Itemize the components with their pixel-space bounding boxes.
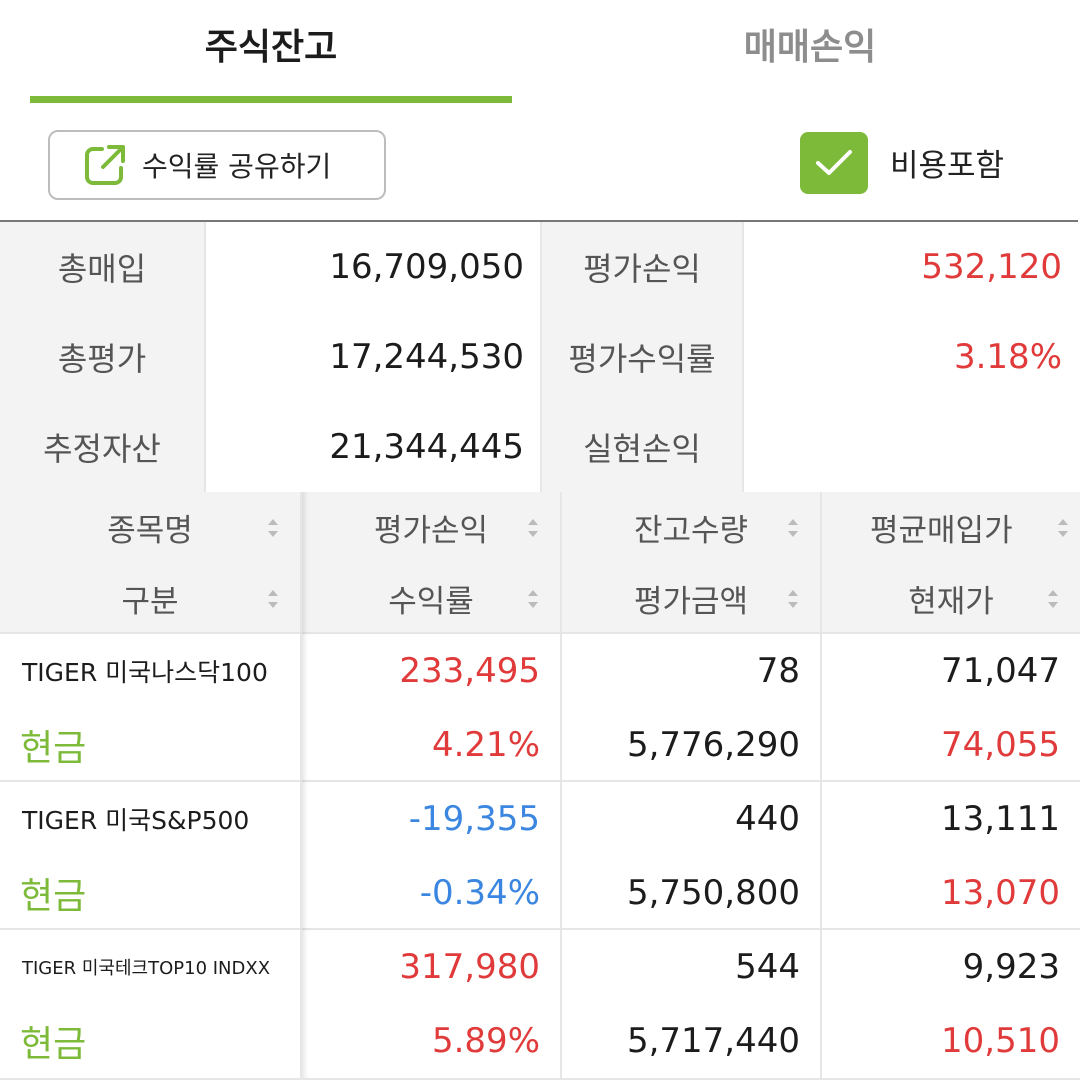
return-rate: 4.21% xyxy=(431,725,540,765)
eval-return-label: 평가수익률 xyxy=(540,312,742,402)
header-col-qty: 잔고수량 평가금액 xyxy=(560,492,820,634)
stock-name: TIGER 미국S&P500 xyxy=(22,806,250,835)
total-purchase-label: 총매입 xyxy=(0,222,204,312)
header-label: 잔고수량 xyxy=(633,513,749,549)
eval-amount: 5,750,800 xyxy=(626,873,800,913)
header-col-name: 종목명 구분 xyxy=(0,492,300,634)
realized-pl-value xyxy=(742,402,1078,492)
holding-row[interactable]: TIGER 미국테크TOP10 INDXX 현금 317,980 5.89% 5… xyxy=(0,930,1080,1080)
total-purchase-value: 16,709,050 xyxy=(204,222,540,312)
header-label: 평가손익 xyxy=(373,513,489,549)
sort-header-stock-name[interactable]: 종목명 xyxy=(0,492,300,563)
balance-qty: 440 xyxy=(735,799,800,839)
holding-type: 현금 xyxy=(20,728,87,769)
sort-icon xyxy=(268,589,278,608)
holding-type: 현금 xyxy=(20,1024,87,1065)
header-label: 수익률 xyxy=(388,584,474,620)
current-price: 10,510 xyxy=(941,1021,1060,1061)
sort-header-eval-amount[interactable]: 평가금액 xyxy=(562,563,820,634)
check-icon xyxy=(816,150,852,175)
eval-pl: 317,980 xyxy=(399,947,540,987)
include-fees-label[interactable]: 비용포함 xyxy=(890,148,1005,184)
share-button-label: 수익률 공유하기 xyxy=(142,150,332,183)
sort-icon xyxy=(788,518,798,537)
current-price: 13,070 xyxy=(941,873,1060,913)
share-return-button[interactable]: 수익률 공유하기 xyxy=(48,130,386,200)
balance-qty: 544 xyxy=(735,947,800,987)
sort-icon xyxy=(268,518,278,537)
sort-header-qty[interactable]: 잔고수량 xyxy=(562,492,820,563)
header-label: 현재가 xyxy=(908,584,994,620)
external-link-icon xyxy=(85,145,125,185)
tab-bar: 주식잔고 매매손익 xyxy=(0,0,1080,104)
eval-pl-label: 평가손익 xyxy=(540,222,742,312)
stock-name: TIGER 미국나스닥100 xyxy=(22,658,268,687)
holding-row[interactable]: TIGER 미국나스닥100 현금 233,495 4.21% 78 5,776… xyxy=(0,634,1080,782)
sort-header-type[interactable]: 구분 xyxy=(0,563,300,634)
summary-row: 총평가 17,244,530 평가수익률 3.18% xyxy=(0,312,1078,402)
sort-icon xyxy=(788,589,798,608)
holdings-header: 종목명 구분 평가손익 수익률 잔고수량 평가금액 평균매입가 xyxy=(0,492,1080,634)
sort-icon xyxy=(1048,589,1058,608)
realized-pl-label: 실현손익 xyxy=(540,402,742,492)
sort-icon xyxy=(1058,518,1068,537)
header-col-pl: 평가손익 수익률 xyxy=(300,492,560,634)
est-assets-label: 추정자산 xyxy=(0,402,204,492)
header-label: 평가금액 xyxy=(633,584,749,620)
include-fees-checkbox[interactable] xyxy=(800,132,868,194)
avg-purchase-price: 9,923 xyxy=(962,947,1060,987)
sort-header-eval-pl[interactable]: 평가손익 xyxy=(302,492,560,563)
active-tab-indicator xyxy=(30,96,512,103)
header-col-price: 평균매입가 현재가 xyxy=(820,492,1080,634)
eval-pl-value: 532,120 xyxy=(742,222,1078,312)
summary-row: 총매입 16,709,050 평가손익 532,120 xyxy=(0,222,1078,312)
header-label: 구분 xyxy=(121,584,179,620)
holding-row[interactable]: TIGER 미국S&P500 현금 -19,355 -0.34% 440 5,7… xyxy=(0,782,1080,930)
summary-row: 추정자산 21,344,445 실현손익 xyxy=(0,402,1078,492)
stock-name: TIGER 미국테크TOP10 INDXX xyxy=(22,958,271,979)
balance-qty: 78 xyxy=(756,651,800,691)
tab-stock-balance[interactable]: 주식잔고 xyxy=(204,27,338,68)
eval-pl: -19,355 xyxy=(408,799,540,839)
sort-icon xyxy=(528,518,538,537)
tab-trade-pl[interactable]: 매매손익 xyxy=(743,27,877,68)
avg-purchase-price: 71,047 xyxy=(941,651,1060,691)
eval-pl: 233,495 xyxy=(399,651,540,691)
summary-table: 총매입 16,709,050 평가손익 532,120 총평가 17,244,5… xyxy=(0,220,1078,492)
sort-icon xyxy=(528,589,538,608)
sort-header-avg-price[interactable]: 평균매입가 xyxy=(822,492,1080,563)
eval-return-value: 3.18% xyxy=(742,312,1078,402)
eval-amount: 5,776,290 xyxy=(626,725,800,765)
total-eval-value: 17,244,530 xyxy=(204,312,540,402)
return-rate: 5.89% xyxy=(431,1021,540,1061)
avg-purchase-price: 13,111 xyxy=(941,799,1060,839)
current-price: 74,055 xyxy=(941,725,1060,765)
sort-header-current-price[interactable]: 현재가 xyxy=(822,563,1080,634)
header-label: 평균매입가 xyxy=(870,513,1013,549)
est-assets-value: 21,344,445 xyxy=(204,402,540,492)
total-eval-label: 총평가 xyxy=(0,312,204,402)
eval-amount: 5,717,440 xyxy=(626,1021,800,1061)
header-label: 종목명 xyxy=(107,513,193,549)
sort-header-return[interactable]: 수익률 xyxy=(302,563,560,634)
return-rate: -0.34% xyxy=(419,873,540,913)
holding-type: 현금 xyxy=(20,876,87,917)
